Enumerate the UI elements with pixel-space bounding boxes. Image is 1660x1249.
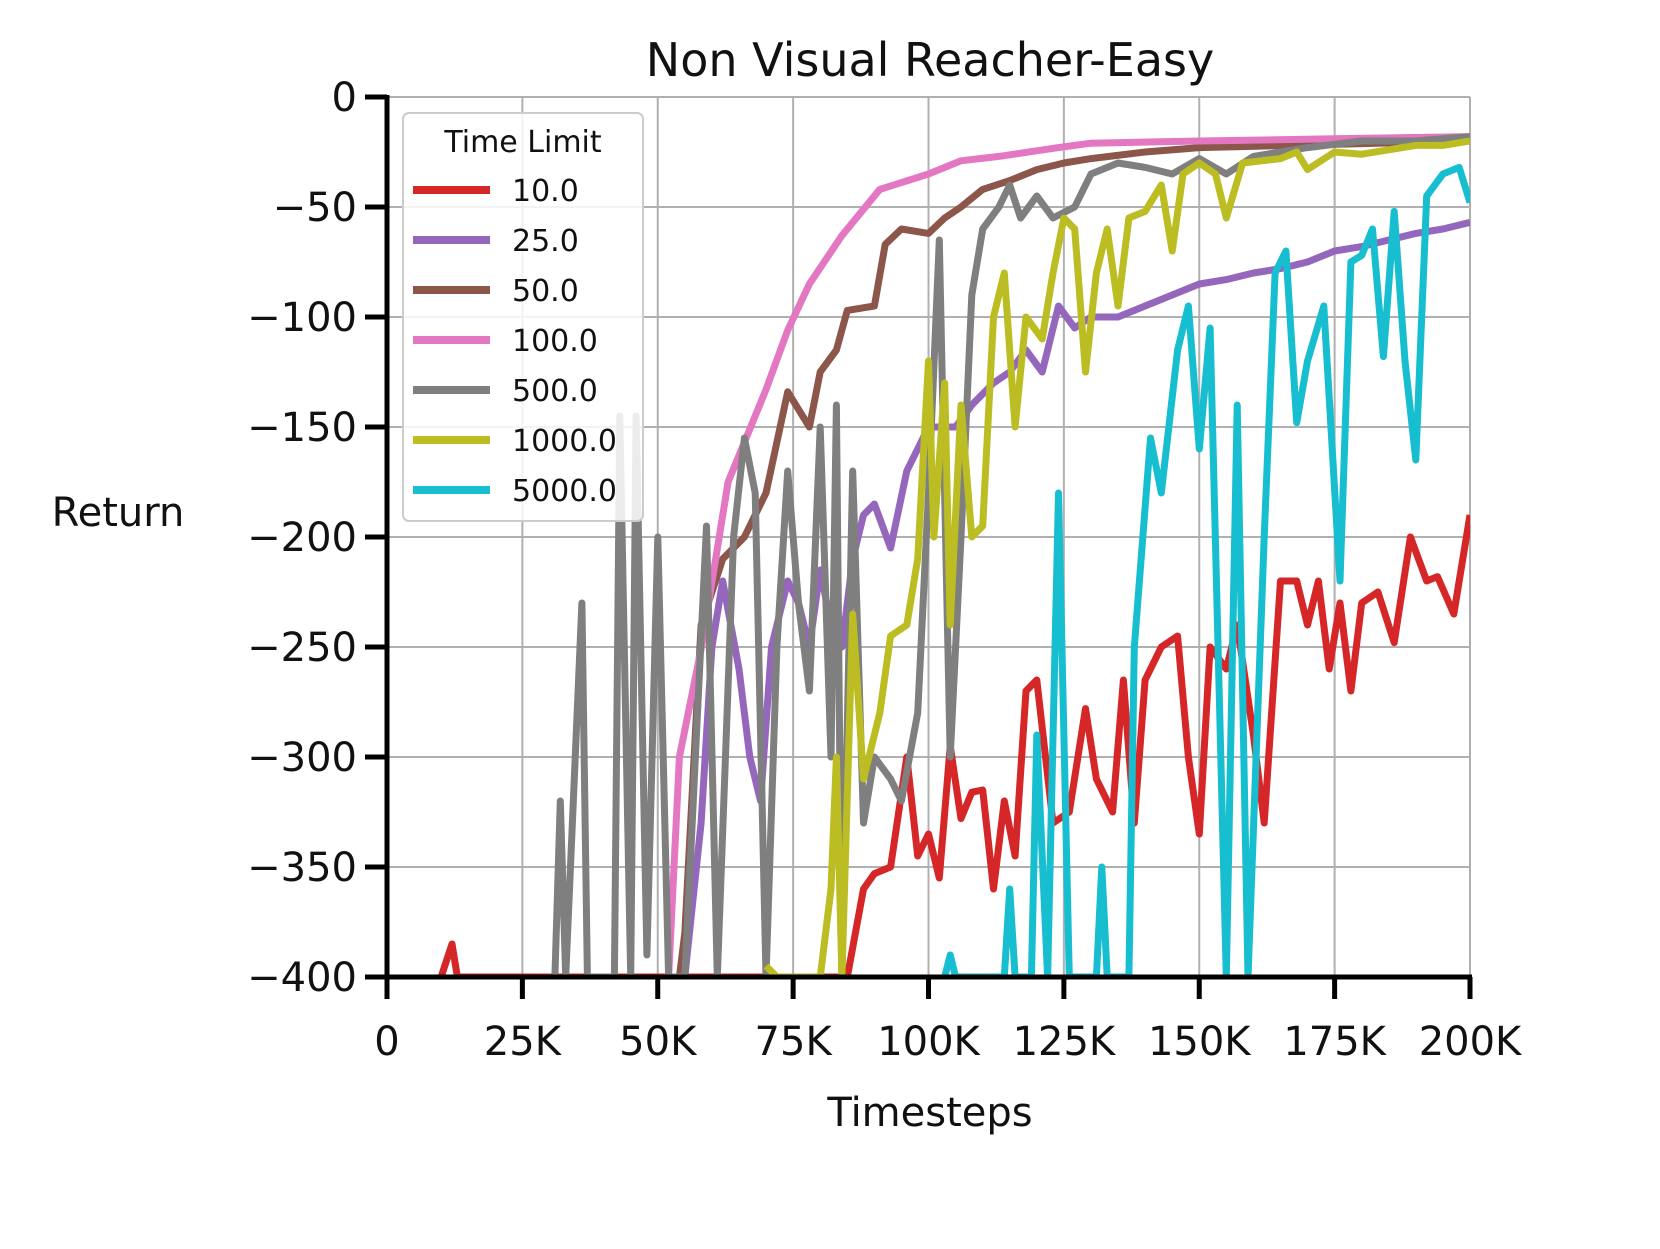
series-line-25.0 — [681, 218, 1470, 977]
x-tick-label: 175K — [1283, 1019, 1387, 1065]
y-tick-label: −350 — [247, 845, 357, 891]
x-axis-label: Timesteps — [826, 1090, 1032, 1136]
legend-label: 25.0 — [512, 224, 579, 259]
series-line-1000.0 — [763, 137, 1470, 977]
y-tick-label: −150 — [247, 405, 357, 451]
legend-label: 1000.0 — [512, 424, 617, 459]
legend-label: 500.0 — [512, 374, 598, 409]
x-tick-label: 125K — [1013, 1019, 1117, 1065]
x-tick-label: 200K — [1419, 1019, 1523, 1065]
ticks: 0 25K 50K 75K 100K 125K 150K 175K 200K 0 −50 −100 −1… — [247, 75, 1523, 1065]
y-tick-label: −400 — [247, 955, 357, 1001]
legend-box — [402, 112, 644, 522]
series-line-50.0 — [675, 137, 1470, 977]
legend-title: Time Limit — [443, 125, 602, 160]
chart-title: Non Visual Reacher-Easy — [646, 33, 1214, 87]
x-tick-label: 0 — [374, 1019, 399, 1065]
legend-label: 10.0 — [512, 174, 579, 209]
series-line-5000.0 — [941, 163, 1470, 977]
x-tick-label: 25K — [484, 1019, 563, 1065]
x-tick-label: 150K — [1148, 1019, 1252, 1065]
x-tick-label: 50K — [619, 1019, 698, 1065]
series-lines — [437, 133, 1470, 977]
legend-label: 100.0 — [512, 324, 598, 359]
y-tick-label: −100 — [247, 295, 357, 341]
x-tick-label: 75K — [755, 1019, 834, 1065]
legend-label: 50.0 — [512, 274, 579, 309]
y-tick-label: −200 — [247, 515, 357, 561]
y-tick-label: 0 — [332, 75, 357, 121]
x-tick-label: 100K — [877, 1019, 981, 1065]
legend: Time Limit 10.0 25.0 50.0 100.0 500.0 1000.0 5… — [402, 112, 644, 522]
y-tick-label: −300 — [247, 735, 357, 781]
y-axis-label: Return — [52, 490, 185, 536]
legend-label: 5000.0 — [512, 474, 617, 509]
y-tick-label: −50 — [273, 185, 357, 231]
y-tick-label: −250 — [247, 625, 357, 671]
series-line-10.0 — [437, 514, 1470, 977]
series-line-100.0 — [665, 133, 1470, 977]
